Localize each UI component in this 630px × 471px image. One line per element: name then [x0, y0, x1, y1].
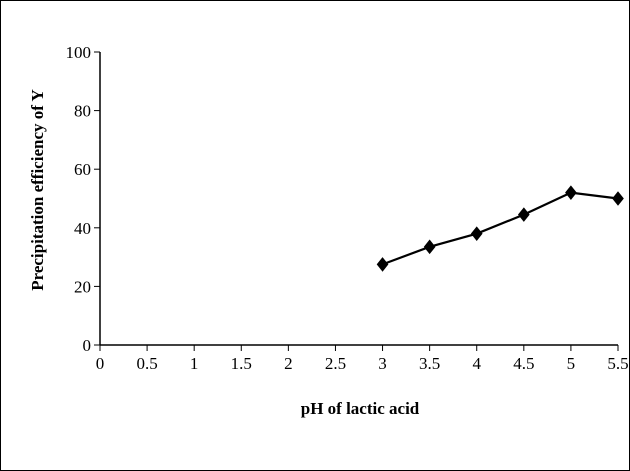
y-tick-label: 20	[74, 277, 91, 296]
data-point-diamond	[423, 239, 436, 255]
x-axis-ticks: 0 0.5 1 1.5 2 2.5 3 3.5 4 4.5 5 5.5	[96, 345, 629, 373]
y-tick-label: 40	[74, 219, 91, 238]
y-tick-label: 60	[74, 160, 91, 179]
y-axis-ticks: 0 20 40 60 80 100	[66, 43, 100, 355]
x-tick-label: 2	[284, 354, 293, 373]
x-tick-label: 0	[96, 354, 105, 373]
data-point-diamond	[517, 207, 530, 222]
x-tick-label: 5	[567, 354, 576, 373]
x-tick-label: 4.5	[513, 354, 534, 373]
y-tick-label: 0	[83, 336, 92, 355]
data-point-diamond	[470, 226, 483, 241]
x-tick-label: 3	[378, 354, 387, 373]
series-lines	[382, 191, 619, 266]
data-point-diamond	[612, 191, 624, 206]
data-point-diamond	[565, 185, 577, 200]
y-tick-label: 100	[66, 43, 92, 62]
x-tick-label: 0.5	[136, 354, 157, 373]
x-axis-title: pH of lactic acid	[301, 399, 420, 418]
axes	[99, 52, 618, 346]
x-tick-label: 1	[190, 354, 199, 373]
data-point-diamond	[376, 257, 389, 272]
x-tick-label: 2.5	[325, 354, 346, 373]
x-tick-label: 3.5	[419, 354, 440, 373]
x-tick-label: 5.5	[607, 354, 628, 373]
y-axis-title: Precipitation efficiency of Y	[28, 89, 47, 291]
y-tick-label: 80	[74, 102, 91, 121]
series-points	[376, 185, 624, 272]
series-line	[382, 191, 619, 266]
x-tick-label: 4	[472, 354, 481, 373]
x-tick-label: 1.5	[231, 354, 252, 373]
